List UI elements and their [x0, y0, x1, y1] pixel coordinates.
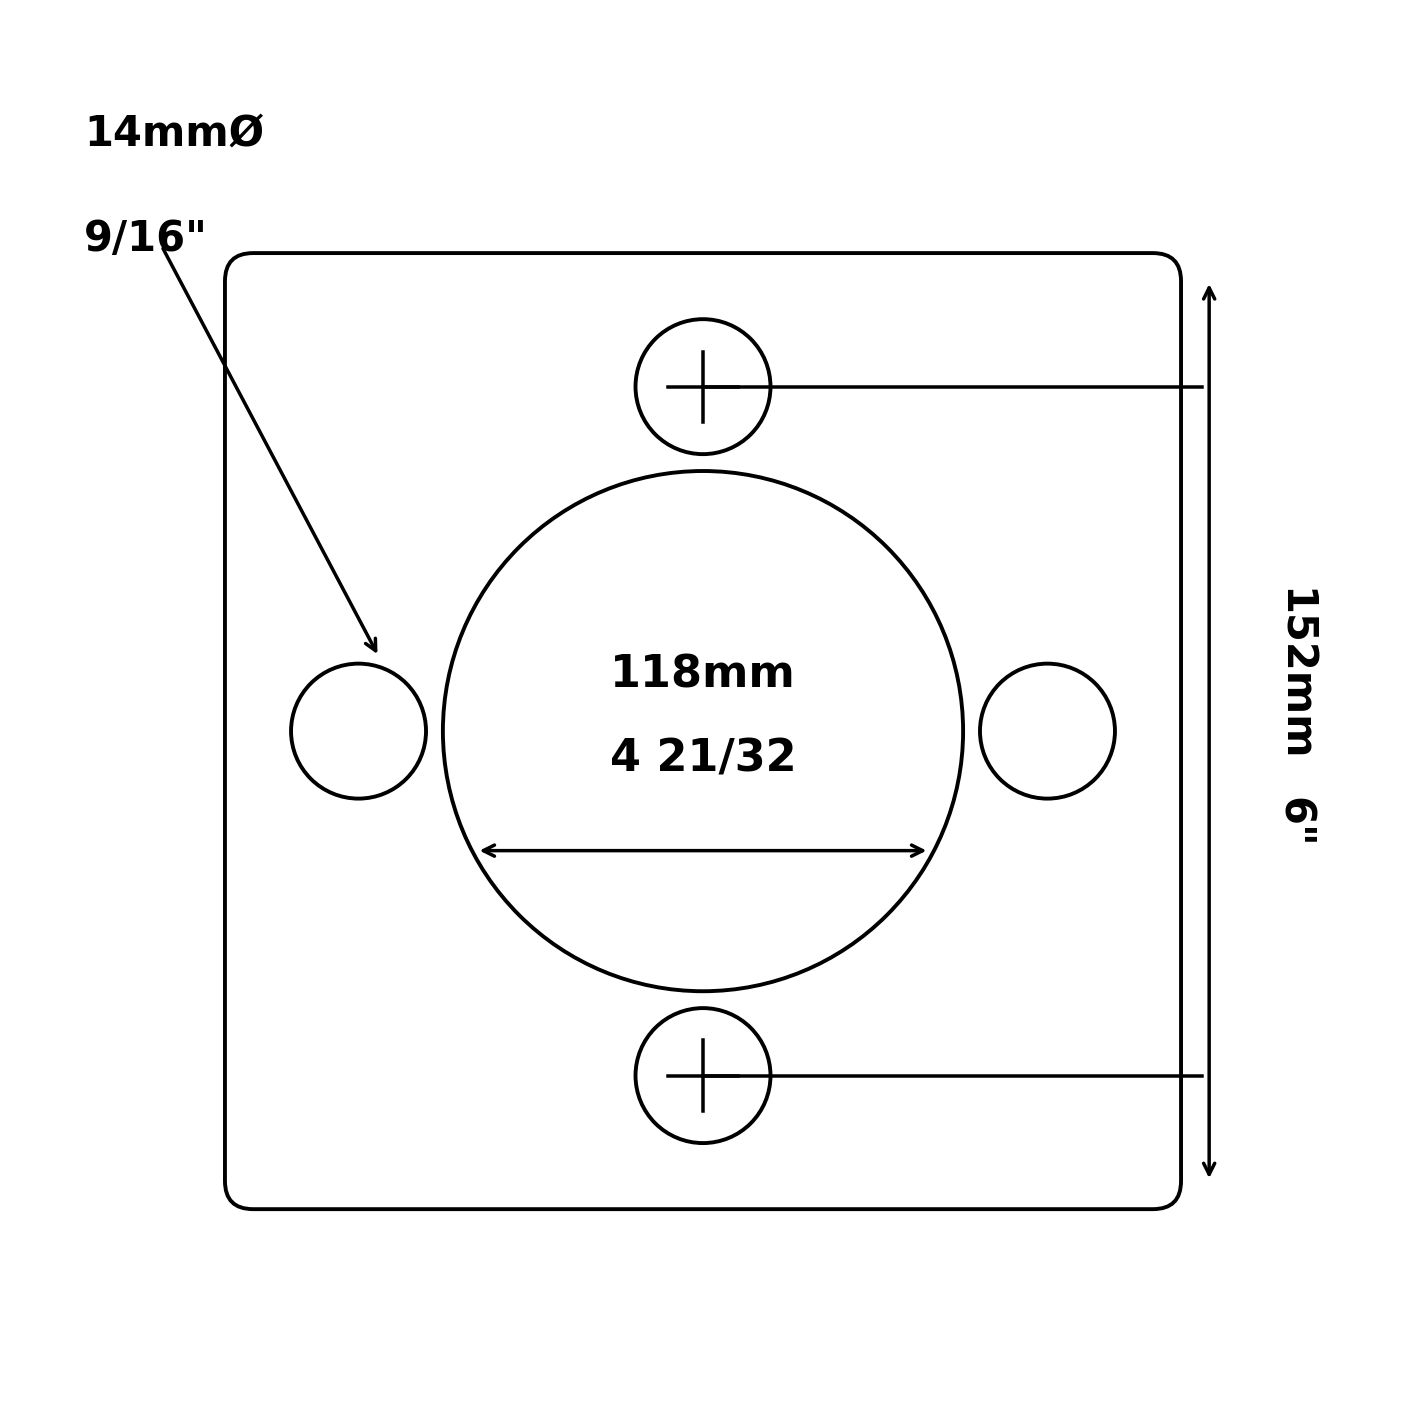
- Text: 6": 6": [1272, 797, 1315, 848]
- Text: 152mm: 152mm: [1272, 588, 1315, 762]
- Text: 14mmØ: 14mmØ: [84, 112, 264, 155]
- Text: 4 21/32: 4 21/32: [610, 738, 796, 780]
- Text: 9/16": 9/16": [84, 218, 208, 260]
- Text: 118mm: 118mm: [610, 654, 796, 696]
